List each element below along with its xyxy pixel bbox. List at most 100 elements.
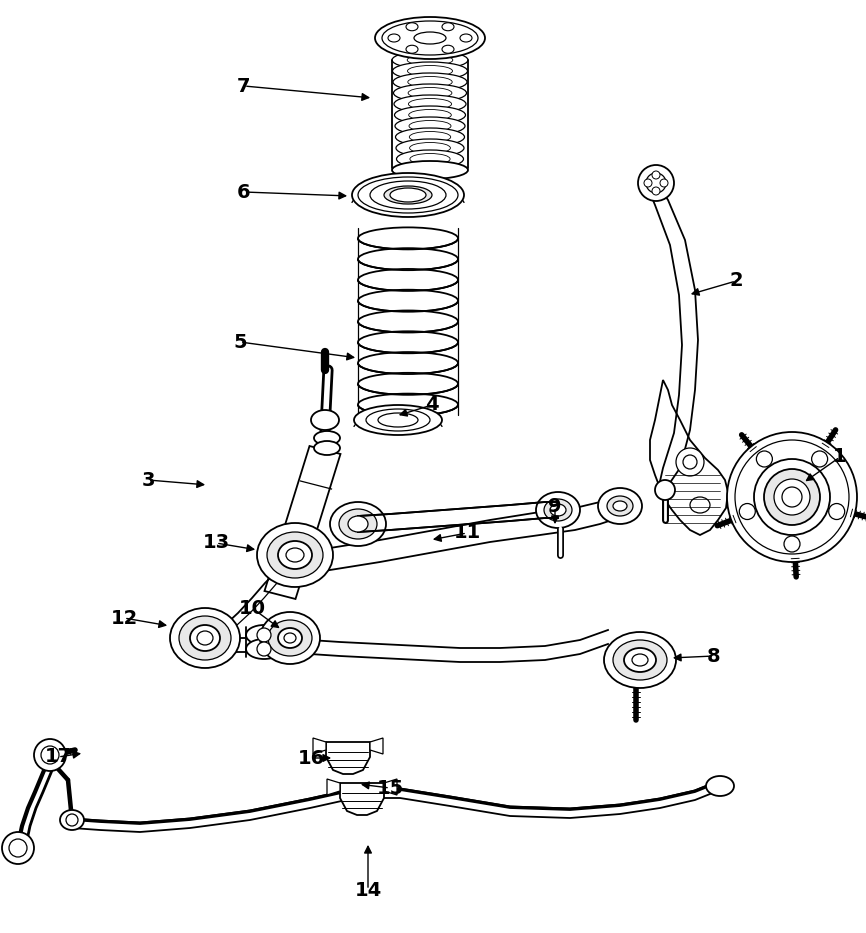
Ellipse shape: [638, 165, 674, 201]
Ellipse shape: [406, 46, 418, 53]
Ellipse shape: [392, 161, 468, 179]
Ellipse shape: [358, 311, 458, 332]
Polygon shape: [326, 742, 370, 774]
Ellipse shape: [613, 501, 627, 511]
Ellipse shape: [410, 154, 450, 164]
Ellipse shape: [170, 608, 240, 668]
Circle shape: [66, 814, 78, 826]
Ellipse shape: [246, 639, 282, 659]
Text: 16: 16: [297, 748, 325, 768]
Ellipse shape: [392, 51, 468, 69]
Ellipse shape: [260, 612, 320, 664]
Text: 11: 11: [454, 523, 481, 542]
Ellipse shape: [644, 179, 652, 187]
Ellipse shape: [278, 541, 312, 569]
Ellipse shape: [408, 77, 452, 88]
Ellipse shape: [409, 120, 451, 132]
Polygon shape: [205, 630, 608, 662]
Polygon shape: [313, 738, 326, 754]
Ellipse shape: [676, 448, 704, 476]
Ellipse shape: [257, 523, 333, 587]
Ellipse shape: [366, 409, 430, 431]
Text: 13: 13: [203, 534, 229, 552]
Ellipse shape: [2, 832, 34, 864]
Polygon shape: [18, 758, 58, 845]
Ellipse shape: [267, 532, 323, 578]
Polygon shape: [264, 446, 340, 599]
Ellipse shape: [409, 109, 451, 120]
Text: 8: 8: [708, 647, 721, 665]
Ellipse shape: [375, 17, 485, 59]
Ellipse shape: [384, 186, 432, 204]
Ellipse shape: [624, 648, 656, 672]
Ellipse shape: [268, 620, 312, 656]
Ellipse shape: [34, 739, 66, 771]
Ellipse shape: [358, 248, 458, 271]
Circle shape: [683, 455, 697, 469]
Circle shape: [782, 487, 802, 507]
Ellipse shape: [348, 516, 368, 532]
Text: 5: 5: [233, 332, 247, 352]
Text: 3: 3: [141, 470, 155, 490]
Polygon shape: [327, 779, 340, 795]
Ellipse shape: [390, 188, 426, 202]
Circle shape: [740, 504, 755, 520]
Ellipse shape: [314, 441, 340, 455]
Ellipse shape: [652, 187, 660, 195]
Polygon shape: [650, 380, 728, 535]
Ellipse shape: [60, 810, 84, 830]
Circle shape: [727, 432, 857, 562]
Ellipse shape: [397, 150, 463, 168]
Ellipse shape: [354, 405, 442, 435]
Ellipse shape: [409, 99, 451, 109]
Ellipse shape: [339, 509, 377, 539]
Circle shape: [774, 479, 810, 515]
Ellipse shape: [544, 499, 572, 521]
Ellipse shape: [396, 139, 464, 157]
Ellipse shape: [660, 179, 668, 187]
Polygon shape: [358, 502, 558, 532]
Ellipse shape: [690, 497, 710, 513]
Ellipse shape: [536, 492, 580, 528]
Ellipse shape: [598, 488, 642, 524]
Ellipse shape: [395, 117, 465, 135]
Ellipse shape: [396, 128, 464, 146]
Ellipse shape: [370, 181, 446, 209]
Ellipse shape: [393, 73, 467, 91]
Ellipse shape: [394, 95, 466, 113]
Ellipse shape: [352, 173, 464, 217]
Ellipse shape: [179, 616, 231, 660]
Ellipse shape: [550, 504, 566, 516]
Ellipse shape: [358, 373, 458, 395]
Ellipse shape: [414, 32, 446, 44]
Ellipse shape: [442, 46, 454, 53]
Ellipse shape: [388, 34, 400, 42]
Ellipse shape: [330, 502, 386, 546]
Circle shape: [756, 451, 772, 467]
Ellipse shape: [358, 177, 458, 213]
Ellipse shape: [410, 143, 450, 154]
Ellipse shape: [406, 22, 418, 31]
Ellipse shape: [410, 132, 450, 143]
Polygon shape: [295, 495, 618, 575]
Ellipse shape: [286, 548, 304, 562]
Ellipse shape: [382, 21, 478, 55]
Ellipse shape: [607, 496, 633, 516]
Ellipse shape: [392, 62, 468, 80]
Circle shape: [829, 504, 844, 520]
Text: 10: 10: [238, 598, 266, 618]
Ellipse shape: [706, 776, 734, 796]
Ellipse shape: [652, 171, 660, 179]
Text: 14: 14: [354, 881, 382, 899]
Ellipse shape: [358, 290, 458, 312]
Circle shape: [9, 839, 27, 857]
Circle shape: [784, 536, 800, 552]
Text: 15: 15: [377, 778, 404, 798]
Circle shape: [646, 173, 666, 193]
Ellipse shape: [408, 88, 452, 99]
Polygon shape: [340, 783, 384, 815]
Ellipse shape: [378, 413, 418, 427]
Circle shape: [257, 642, 271, 656]
Ellipse shape: [190, 625, 220, 651]
Text: 4: 4: [425, 396, 439, 414]
